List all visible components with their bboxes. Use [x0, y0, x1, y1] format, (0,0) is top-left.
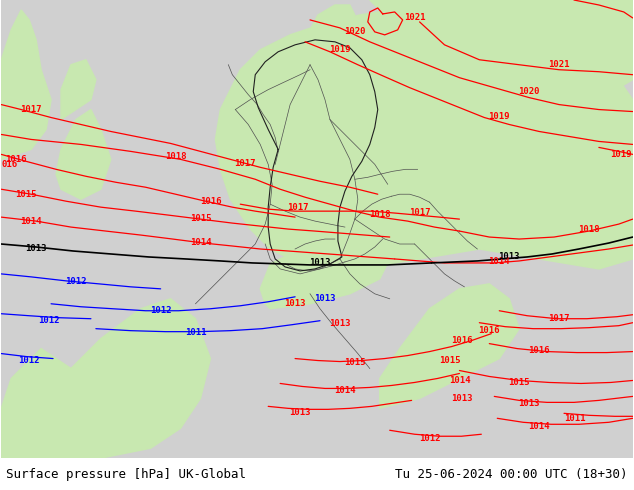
Text: 1016: 1016	[528, 346, 550, 355]
Text: 1014: 1014	[334, 386, 356, 395]
Text: 1012: 1012	[419, 434, 440, 443]
Text: 1013: 1013	[25, 245, 47, 253]
Text: 1017: 1017	[409, 208, 430, 217]
Text: 1017: 1017	[235, 159, 256, 168]
Polygon shape	[61, 60, 96, 120]
Polygon shape	[1, 10, 51, 159]
Text: 1017: 1017	[20, 105, 42, 114]
Text: 1013: 1013	[309, 258, 331, 268]
Text: 1013: 1013	[329, 319, 351, 328]
Text: 1017: 1017	[287, 203, 309, 212]
Polygon shape	[216, 0, 633, 274]
Text: Surface pressure [hPa] UK-Global: Surface pressure [hPa] UK-Global	[6, 467, 247, 481]
Text: 1015: 1015	[344, 358, 366, 367]
Text: 1013: 1013	[284, 299, 306, 308]
Text: Tu 25-06-2024 00:00 UTC (18+30): Tu 25-06-2024 00:00 UTC (18+30)	[395, 467, 628, 481]
Text: 1020: 1020	[519, 87, 540, 96]
Text: 1013: 1013	[314, 294, 336, 303]
Polygon shape	[1, 299, 210, 458]
Polygon shape	[310, 5, 355, 50]
Text: 1018: 1018	[165, 152, 186, 161]
Text: 1013: 1013	[451, 394, 472, 403]
Text: 1019: 1019	[610, 150, 631, 159]
Text: 1018: 1018	[369, 210, 391, 219]
Text: 1014: 1014	[190, 238, 211, 246]
Text: 1014: 1014	[20, 217, 42, 225]
Text: 1019: 1019	[489, 112, 510, 121]
Text: 1016: 1016	[451, 336, 472, 345]
Text: 1017: 1017	[548, 314, 570, 323]
Text: 1012: 1012	[18, 356, 40, 365]
Text: 1014: 1014	[449, 376, 470, 385]
Polygon shape	[56, 110, 111, 199]
Text: 1013: 1013	[498, 252, 520, 262]
Text: 1014: 1014	[528, 422, 550, 431]
Text: 1015: 1015	[15, 190, 37, 199]
Text: 1016: 1016	[200, 196, 221, 206]
Text: 1011: 1011	[184, 328, 206, 337]
Text: 1020: 1020	[344, 27, 366, 36]
Text: 1012: 1012	[38, 316, 60, 325]
Text: 016: 016	[1, 160, 17, 169]
Polygon shape	[380, 284, 519, 408]
Text: 1019: 1019	[329, 45, 351, 54]
Polygon shape	[380, 0, 633, 129]
Text: 1014: 1014	[489, 257, 510, 267]
Text: 1015: 1015	[439, 356, 460, 365]
Text: 1011: 1011	[564, 414, 586, 423]
Text: 1013: 1013	[519, 399, 540, 408]
Text: 1016: 1016	[6, 155, 27, 164]
Text: 1015: 1015	[508, 378, 530, 387]
Text: 1018: 1018	[578, 224, 600, 234]
Text: 1021: 1021	[548, 60, 570, 69]
Polygon shape	[260, 239, 390, 309]
Text: 1012: 1012	[65, 277, 87, 286]
Text: 1015: 1015	[190, 214, 211, 222]
Text: 1021: 1021	[404, 13, 425, 23]
Polygon shape	[1, 348, 81, 458]
Polygon shape	[370, 0, 559, 65]
Text: 1016: 1016	[479, 326, 500, 335]
Text: 1013: 1013	[289, 408, 311, 417]
Text: 1012: 1012	[150, 306, 171, 315]
